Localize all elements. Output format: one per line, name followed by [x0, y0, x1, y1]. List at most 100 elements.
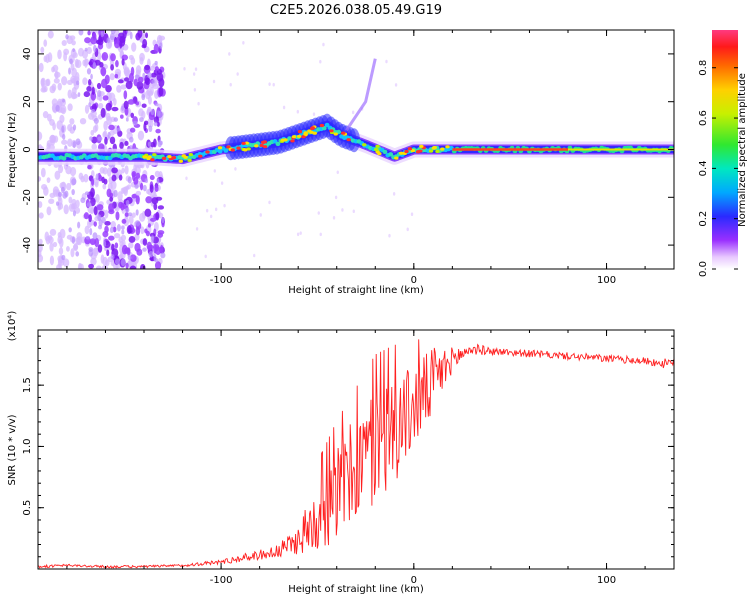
- noise-blob: [71, 178, 77, 186]
- noise-speckle: [61, 40, 67, 47]
- noise-speckle: [134, 233, 140, 241]
- noise-speckle: [53, 78, 60, 84]
- trace-hotspot: [312, 131, 317, 135]
- noise-blob: [135, 220, 141, 227]
- noise-speckle: [51, 98, 58, 107]
- noise-speckle: [97, 52, 102, 61]
- noise-blob: [94, 237, 100, 248]
- trace-hotspot: [301, 135, 306, 139]
- noise-blob: [119, 141, 124, 150]
- trace-hotspot: [398, 151, 404, 155]
- trace-hotspot: [178, 159, 184, 163]
- field-speckle: [336, 170, 339, 175]
- field-speckle: [317, 211, 320, 215]
- noise-blob: [90, 73, 93, 80]
- trace-hotspot: [303, 132, 308, 136]
- noise-blob: [129, 265, 137, 269]
- trace-hotspot: [374, 147, 379, 152]
- trace-hotspot: [297, 129, 303, 134]
- noise-blob: [144, 178, 149, 184]
- trace-hotspot: [329, 129, 334, 133]
- x-tick-label: -100: [210, 275, 233, 286]
- field-speckle: [272, 82, 275, 87]
- noise-speckle: [38, 238, 43, 245]
- noise-blob: [150, 236, 154, 244]
- colorbar-label: Normalized spectral amplitude: [737, 73, 748, 227]
- field-speckle: [259, 213, 262, 217]
- x-tick-label: 100: [597, 275, 616, 286]
- noise-blob: [155, 211, 160, 221]
- noise-blob: [147, 72, 152, 79]
- snr-ylabel: SNR (10 * v/v): [7, 414, 18, 485]
- noise-blob: [75, 251, 80, 257]
- noise-blob: [129, 127, 136, 133]
- noise-blob: [91, 136, 98, 144]
- colorbar: 0.0 0.2 0.4 0.6 0.8 Normalized spectral ampl…: [698, 30, 748, 277]
- y-tick-label: -40: [22, 237, 33, 253]
- noise-speckle: [46, 177, 51, 183]
- noise-speckle: [72, 244, 79, 251]
- field-speckle: [351, 110, 355, 115]
- field-speckle: [406, 227, 409, 232]
- noise-speckle: [38, 212, 44, 219]
- noise-blob: [150, 108, 155, 116]
- noise-blob: [149, 184, 154, 193]
- noise-blob: [154, 246, 162, 256]
- noise-blob: [156, 121, 160, 127]
- noise-speckle: [99, 167, 105, 174]
- trace-hotspot: [230, 148, 235, 152]
- noise-blob: [95, 173, 99, 181]
- noise-blob: [88, 102, 92, 108]
- noise-blob: [121, 218, 127, 224]
- noise-speckle: [42, 111, 49, 119]
- noise-blob: [127, 255, 132, 261]
- field-speckle: [296, 109, 300, 114]
- noise-blob: [142, 238, 148, 246]
- noise-blob: [105, 84, 112, 93]
- noise-blob: [115, 211, 120, 221]
- noise-speckle: [57, 82, 62, 91]
- noise-blob: [129, 136, 134, 143]
- trace-hotspot: [283, 138, 288, 142]
- noise-blob: [97, 89, 102, 97]
- noise-blob: [109, 196, 114, 202]
- noise-speckle: [45, 78, 51, 87]
- field-speckle: [229, 82, 232, 87]
- noise-speckle: [51, 83, 57, 92]
- noise-blob: [130, 112, 135, 119]
- noise-speckle: [91, 143, 98, 151]
- field-speckle: [209, 214, 213, 219]
- noise-blob: [120, 258, 126, 267]
- noise-speckle: [43, 39, 48, 47]
- noise-blob: [135, 101, 140, 106]
- noise-speckle: [84, 225, 90, 235]
- noise-blob: [114, 73, 119, 79]
- noise-speckle: [135, 65, 142, 75]
- field-speckle: [299, 231, 302, 235]
- noise-speckle: [38, 254, 44, 263]
- noise-blob: [111, 106, 119, 112]
- noise-blob: [159, 140, 163, 146]
- colorbar-gradient: [712, 30, 738, 269]
- noise-speckle: [128, 54, 134, 61]
- field-speckle: [319, 59, 322, 64]
- trace-hotspot: [243, 148, 248, 152]
- noise-blob: [72, 124, 77, 131]
- trace-hotspot: [291, 135, 297, 139]
- field-speckle: [204, 254, 207, 259]
- colorbar-tick-label: 0.2: [698, 211, 709, 227]
- noise-blob: [114, 258, 120, 265]
- field-speckle: [194, 67, 198, 71]
- noise-blob: [104, 136, 108, 145]
- noise-blob: [125, 207, 130, 213]
- field-speckle: [192, 72, 196, 76]
- snr-frame: [37, 329, 675, 570]
- trace-hotspot: [346, 138, 351, 142]
- noise-speckle: [120, 84, 127, 90]
- trace-hotspot: [310, 126, 315, 130]
- noise-blob: [151, 79, 156, 84]
- noise-blob: [148, 125, 153, 133]
- noise-blob: [119, 36, 126, 44]
- colorbar-tick-label: 0.0: [698, 261, 709, 277]
